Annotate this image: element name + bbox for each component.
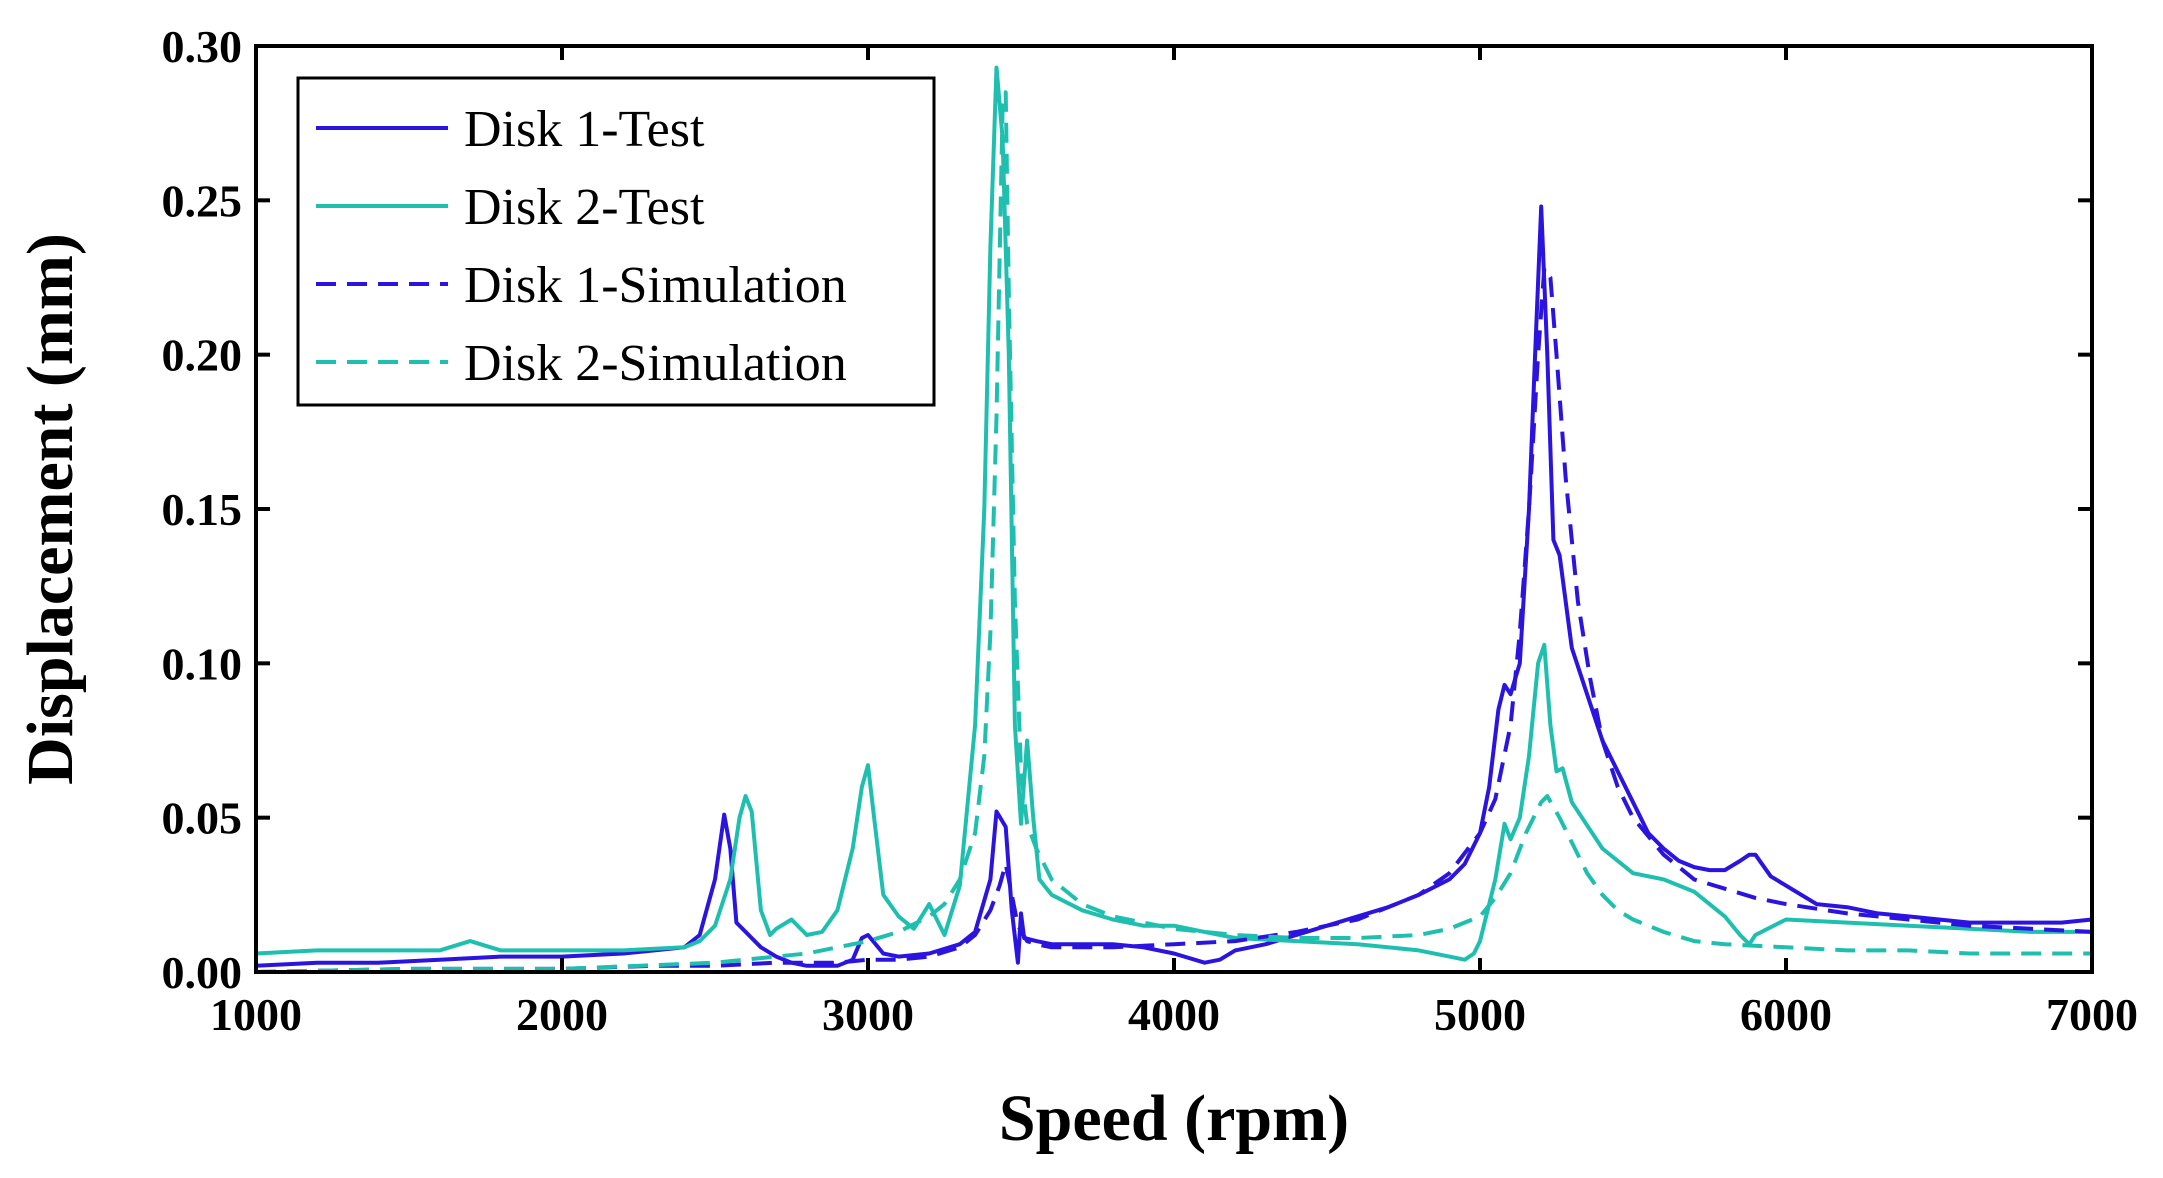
x-tick-label: 7000: [2046, 989, 2138, 1040]
y-axis-title: Displacement (mm): [14, 233, 87, 785]
legend-label: Disk 2-Test: [464, 179, 705, 236]
series-line-3: [255, 266, 2093, 974]
y-tick-label: 0.00: [162, 947, 243, 998]
y-tick-label: 0.15: [162, 484, 243, 535]
legend-items: Disk 1-Test Disk 2-Test Disk 1-Simulation D…: [316, 101, 847, 392]
legend: Disk 1-Test Disk 2-Test Disk 1-Simulation D…: [296, 76, 936, 407]
y-tick-label: 0.10: [162, 638, 243, 689]
series-line-1: [255, 204, 2093, 968]
axis-ticks: [254, 44, 2094, 974]
x-tick-label: 2000: [516, 989, 608, 1040]
legend-label: Disk 2-Simulation: [464, 335, 847, 392]
series-line-4: [255, 90, 2092, 974]
tick-labels: 1000 2000 3000 4000 5000 6000 7000 0.00 0.05 0.10…: [162, 21, 2139, 1040]
series-line-2: [255, 65, 2092, 962]
x-tick-label: 3000: [822, 989, 914, 1040]
y-tick-label: 0.30: [162, 21, 243, 72]
legend-label: Disk 1-Simulation: [464, 257, 847, 314]
legend-box: [296, 76, 936, 407]
plot-lines: [255, 65, 2093, 974]
x-tick-label: 5000: [1434, 989, 1526, 1040]
x-axis-title: Speed (rpm): [999, 1082, 1349, 1155]
y-tick-label: 0.20: [162, 330, 243, 381]
x-tick-label: 1000: [210, 989, 302, 1040]
legend-label: Disk 1-Test: [464, 101, 705, 158]
x-tick-label: 4000: [1128, 989, 1220, 1040]
x-tick-label: 6000: [1740, 989, 1832, 1040]
y-tick-label: 0.25: [162, 175, 243, 226]
y-tick-label: 0.05: [162, 793, 243, 844]
